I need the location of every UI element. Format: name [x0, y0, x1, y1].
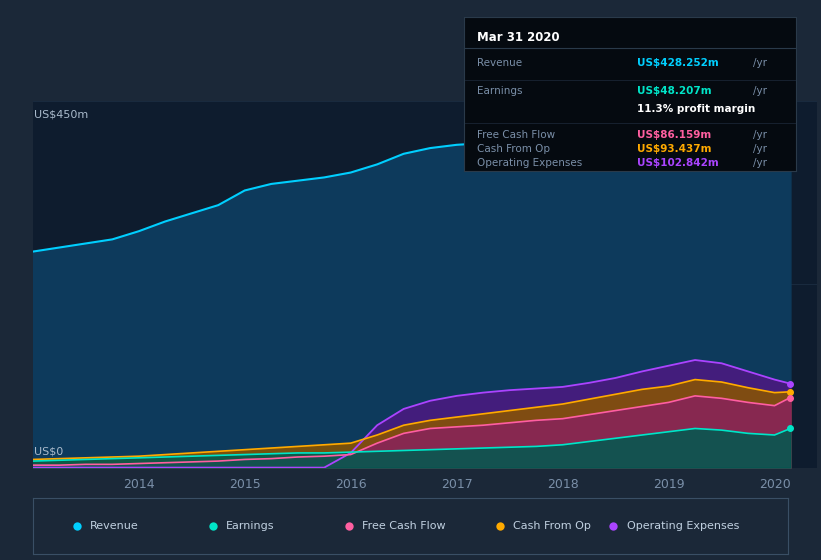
- Text: Revenue: Revenue: [477, 58, 522, 68]
- Text: 11.3% profit margin: 11.3% profit margin: [637, 104, 755, 114]
- Text: /yr: /yr: [753, 144, 767, 154]
- Text: /yr: /yr: [753, 58, 767, 68]
- Text: /yr: /yr: [753, 86, 767, 96]
- Text: Cash From Op: Cash From Op: [477, 144, 550, 154]
- Text: US$48.207m: US$48.207m: [637, 86, 711, 96]
- Text: Cash From Op: Cash From Op: [513, 521, 591, 531]
- Text: Operating Expenses: Operating Expenses: [477, 158, 582, 168]
- Text: /yr: /yr: [753, 158, 767, 168]
- Text: US$0: US$0: [34, 446, 64, 456]
- Text: Earnings: Earnings: [477, 86, 523, 96]
- Text: Free Cash Flow: Free Cash Flow: [477, 130, 555, 141]
- Text: US$450m: US$450m: [34, 110, 89, 120]
- Text: US$428.252m: US$428.252m: [637, 58, 718, 68]
- Text: Free Cash Flow: Free Cash Flow: [362, 521, 446, 531]
- Text: /yr: /yr: [753, 130, 767, 141]
- Text: US$86.159m: US$86.159m: [637, 130, 711, 141]
- Text: Operating Expenses: Operating Expenses: [626, 521, 739, 531]
- Text: Mar 31 2020: Mar 31 2020: [477, 31, 560, 44]
- Text: Revenue: Revenue: [90, 521, 139, 531]
- Text: Earnings: Earnings: [227, 521, 275, 531]
- Text: US$93.437m: US$93.437m: [637, 144, 711, 154]
- Text: US$102.842m: US$102.842m: [637, 158, 718, 168]
